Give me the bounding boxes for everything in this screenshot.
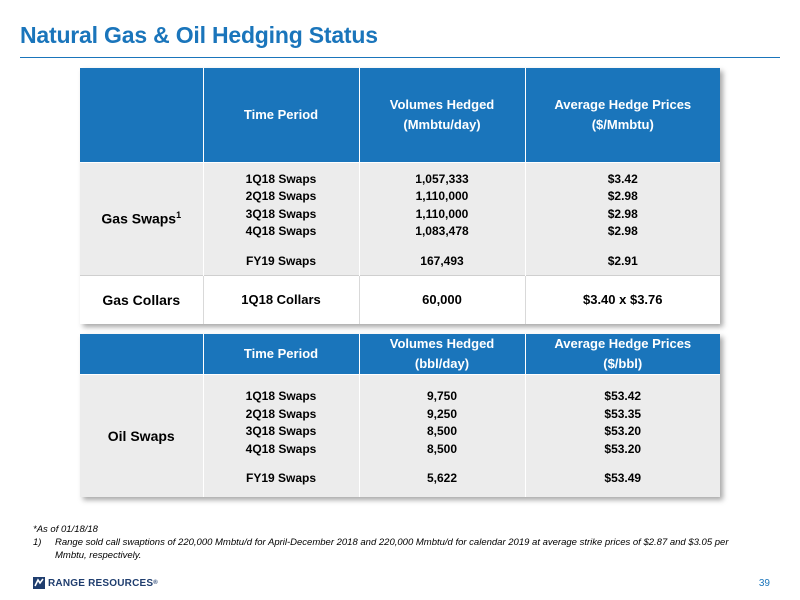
footnotes: *As of 01/18/18 1) Range sold call swapt… [33,523,745,562]
price-cell: $2.98 [607,206,638,221]
gas-swaps-prices: $3.42 $2.98 $2.98 $2.98 $2.91 [524,161,720,275]
logo-registered-mark: ® [153,580,158,586]
header-blank [80,68,203,162]
header-prices-line1: Average Hedge Prices [554,336,692,351]
price-cell-annual: $2.91 [607,253,638,268]
gas-collars-price: $3.40 x $3.76 [524,274,720,324]
price-cell: $53.35 [604,406,642,421]
page-title: Natural Gas & Oil Hedging Status [20,22,378,48]
volume-cell: 1,083,478 [415,224,469,239]
header-average-prices: Average Hedge Prices ($/Mmbtu) [524,68,720,162]
gas-hedging-table: Time Period Volumes Hedged (Mmbtu/day) A… [80,68,720,324]
price-cell: $2.98 [607,189,638,204]
header-volumes-unit: (Mmbtu/day) [403,116,481,132]
header-volumes-line1: Volumes Hedged [389,96,495,112]
as-of-note: *As of 01/18/18 [33,524,98,535]
volume-cell-annual: 5,622 [426,471,458,486]
gas-collars-row: Gas Collars 1Q18 Collars 60,000 $3.40 x … [80,274,720,324]
logo-mark-icon [33,577,45,589]
header-volumes-unit: (bbl/day) [414,356,470,371]
gas-swaps-row: Gas Swaps1 1Q18 Swaps 2Q18 Swaps 3Q18 Sw… [80,161,720,275]
gas-swaps-label-text: Gas Swaps [101,210,177,227]
logo-text: RANGE RESOURCES [48,577,154,589]
oil-swaps-volumes: 9,750 9,250 8,500 8,500 5,622 [358,374,525,497]
header-average-prices: Average Hedge Prices ($/bbl) [524,334,720,375]
volume-cell: 9,250 [426,406,458,421]
volume-cell: 8,500 [426,424,458,439]
price-cell-annual: $53.49 [604,471,642,486]
gas-swaps-periods: 1Q18 Swaps 2Q18 Swaps 3Q18 Swaps 4Q18 Sw… [202,161,359,275]
period-cell-annual: FY19 Swaps [245,471,317,486]
header-volumes-line1: Volumes Hedged [389,336,495,351]
header-prices-unit: ($/bbl) [603,356,643,371]
period-cell: 1Q18 Swaps [245,389,317,404]
header-prices-unit: ($/Mmbtu) [591,116,654,132]
footnote-text: Range sold call swaptions of 220,000 Mmb… [55,537,729,561]
volume-cell-annual: 167,493 [420,253,464,268]
period-cell: 2Q18 Swaps [245,406,317,421]
header-time-period: Time Period [202,334,359,375]
range-resources-logo: RANGE RESOURCES ® [33,577,158,589]
gas-collars-volume: 60,000 [358,274,525,324]
gas-table-header: Time Period Volumes Hedged (Mmbtu/day) A… [80,68,720,162]
oil-table-header: Time Period Volumes Hedged (bbl/day) Ave… [80,334,720,375]
volume-cell: 1,110,000 [415,206,469,221]
price-cell: $53.20 [604,424,642,439]
volume-cell: 8,500 [426,441,458,456]
price-cell: $3.42 [607,171,638,186]
header-time-period: Time Period [202,68,359,162]
header-volumes-hedged: Volumes Hedged (Mmbtu/day) [358,68,525,162]
period-cell: 2Q18 Swaps [245,189,317,204]
volume-cell: 1,110,000 [415,189,469,204]
period-cell: 4Q18 Swaps [245,224,317,239]
gas-collars-period: 1Q18 Collars [202,274,359,324]
page-number: 39 [758,578,770,589]
period-cell: 3Q18 Swaps [245,424,317,439]
oil-hedging-table: Time Period Volumes Hedged (bbl/day) Ave… [80,334,720,497]
volume-cell: 9,750 [426,389,458,404]
period-cell-annual: FY19 Swaps [245,253,317,268]
period-cell: 1Q18 Swaps [245,171,317,186]
header-prices-line1: Average Hedge Prices [554,96,692,112]
title-divider [20,57,780,58]
oil-swaps-label: Oil Swaps [80,374,203,497]
price-cell: $2.98 [607,224,638,239]
oil-swaps-periods: 1Q18 Swaps 2Q18 Swaps 3Q18 Swaps 4Q18 Sw… [202,374,359,497]
price-cell: $53.42 [604,389,642,404]
volume-cell: 1,057,333 [415,171,469,186]
oil-swaps-prices: $53.42 $53.35 $53.20 $53.20 $53.49 [524,374,720,497]
period-cell: 4Q18 Swaps [245,441,317,456]
footnote-ref: 1 [176,210,182,221]
header-volumes-hedged: Volumes Hedged (bbl/day) [358,334,525,375]
footnote-number: 1) [33,537,42,548]
oil-swaps-row: Oil Swaps 1Q18 Swaps 2Q18 Swaps 3Q18 Swa… [80,374,720,497]
gas-swaps-volumes: 1,057,333 1,110,000 1,110,000 1,083,478 … [358,161,525,275]
gas-swaps-label: Gas Swaps1 [80,161,203,275]
period-cell: 3Q18 Swaps [245,206,317,221]
price-cell: $53.20 [604,441,642,456]
footnote-1: 1) Range sold call swaptions of 220,000 … [33,536,745,562]
gas-collars-label: Gas Collars [80,274,203,324]
header-blank [80,334,203,375]
